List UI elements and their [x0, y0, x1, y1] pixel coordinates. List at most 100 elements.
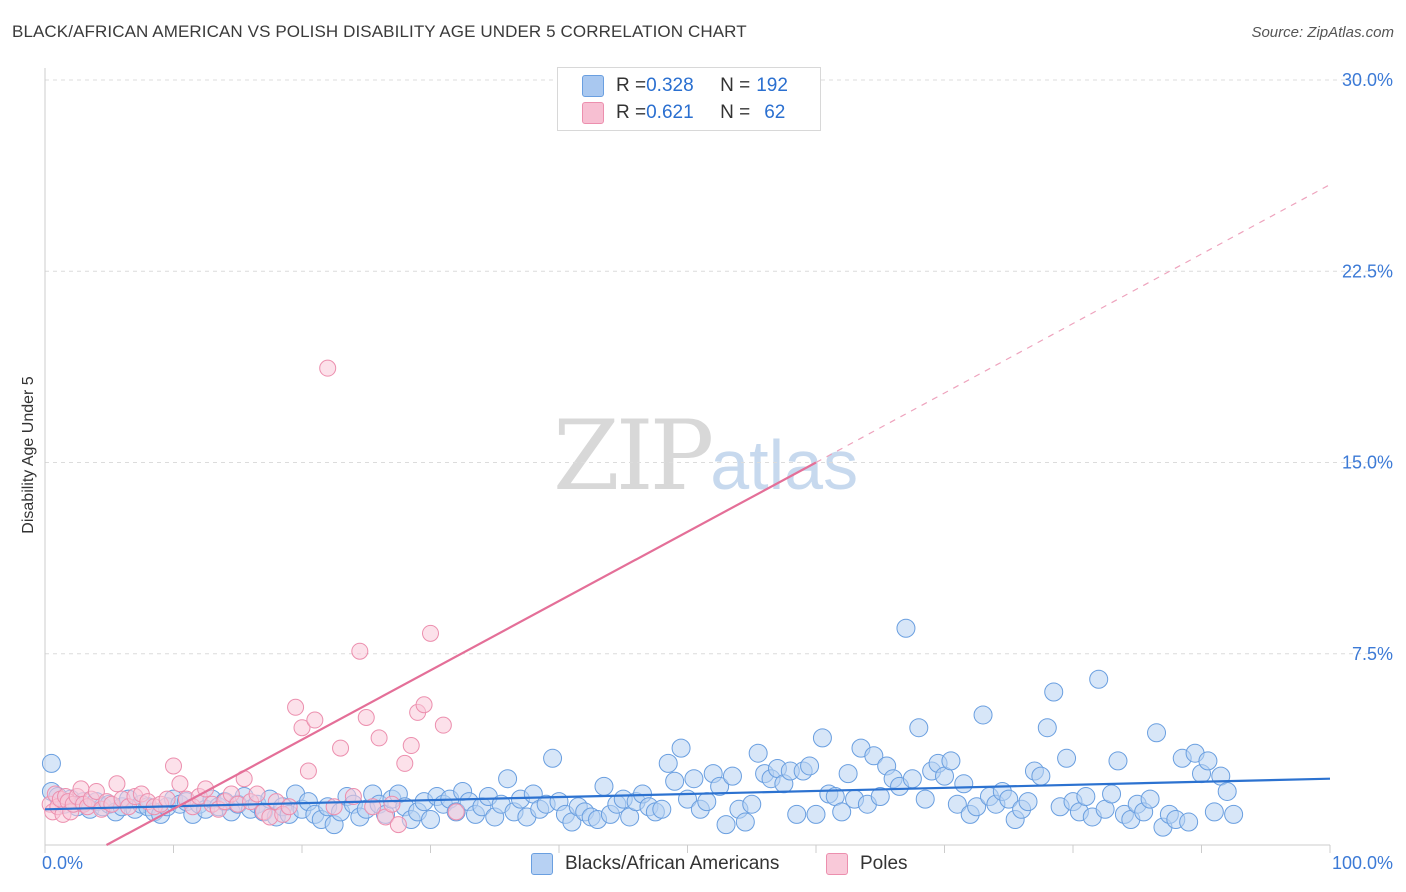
- trend-line-poles: [105, 461, 817, 846]
- data-point-blacks: [806, 804, 826, 824]
- data-point-blacks: [812, 728, 832, 748]
- legend-swatch-blacks: [582, 75, 604, 97]
- data-point-blacks: [1057, 748, 1077, 768]
- x-tick-label: 100.0%: [1332, 853, 1393, 873]
- data-point-blacks: [41, 753, 61, 773]
- data-point-blacks: [902, 769, 922, 789]
- trend-line-blacks: [44, 777, 1331, 811]
- data-point-poles: [383, 795, 401, 813]
- data-point-blacks: [1204, 802, 1224, 822]
- legend-swatch-poles: [582, 102, 604, 124]
- data-point-blacks: [1037, 718, 1057, 738]
- data-point-poles: [325, 798, 343, 816]
- data-point-poles: [293, 719, 311, 737]
- data-point-blacks: [735, 812, 755, 832]
- source-credit: Source: ZipAtlas.com: [1251, 24, 1394, 41]
- legend-n-label: N =: [720, 102, 751, 123]
- data-point-blacks: [722, 766, 742, 786]
- data-point-blacks: [1217, 781, 1237, 801]
- data-point-blacks: [1147, 723, 1167, 743]
- data-point-blacks: [421, 810, 440, 829]
- data-point-blacks: [947, 794, 967, 814]
- bottom-legend-blacks: Blacks/African Americans: [531, 851, 779, 877]
- data-point-blacks: [658, 753, 678, 773]
- legend-r-value: 0.621: [646, 102, 694, 123]
- data-point-blacks: [1140, 789, 1160, 809]
- legend-n-label: N =: [720, 75, 751, 96]
- data-point-poles: [299, 762, 317, 780]
- data-point-blacks: [838, 764, 858, 784]
- data-point-poles: [87, 782, 105, 800]
- data-point-blacks: [800, 756, 820, 776]
- legend-r-label: R =: [616, 102, 647, 123]
- data-point-poles: [434, 716, 452, 734]
- watermark-atlas: atlas: [710, 426, 859, 504]
- data-point-poles: [280, 798, 298, 816]
- data-point-blacks: [973, 705, 993, 725]
- data-point-blacks: [954, 774, 974, 794]
- data-point-blacks: [915, 789, 935, 809]
- data-point-blacks: [1198, 751, 1218, 771]
- data-point-poles: [306, 711, 324, 729]
- data-point-poles: [332, 739, 350, 757]
- data-point-poles: [364, 798, 382, 816]
- data-point-blacks: [594, 776, 614, 796]
- data-point-blacks: [665, 771, 685, 791]
- legend-r-value: 0.328: [646, 75, 694, 96]
- bottom-legend-swatch-blacks: [531, 853, 553, 875]
- legend-row-poles: R = 0.621 N = 62: [582, 101, 785, 125]
- data-point-poles: [415, 696, 433, 714]
- data-point-poles: [248, 785, 266, 803]
- data-point-blacks: [1018, 792, 1038, 812]
- data-point-blacks: [1089, 669, 1109, 689]
- data-point-blacks: [697, 792, 717, 812]
- y-tick-label: 15.0%: [1342, 453, 1393, 473]
- bottom-legend-swatch-poles: [826, 853, 848, 875]
- data-point-poles: [171, 775, 189, 793]
- data-point-poles: [108, 775, 126, 793]
- data-point-blacks: [671, 738, 691, 758]
- x-tick-label: 0.0%: [42, 853, 83, 873]
- data-point-blacks: [787, 804, 807, 824]
- data-point-blacks: [742, 794, 762, 814]
- data-point-poles: [351, 642, 369, 660]
- data-point-blacks: [1031, 766, 1051, 786]
- y-tick-label: 7.5%: [1352, 644, 1393, 664]
- data-point-poles: [370, 729, 388, 747]
- data-point-blacks: [684, 769, 704, 789]
- data-point-poles: [344, 788, 362, 806]
- data-point-blacks: [748, 743, 768, 763]
- data-point-blacks: [870, 787, 890, 807]
- data-point-blacks: [999, 789, 1019, 809]
- data-point-blacks: [864, 746, 884, 766]
- bottom-legend-poles: Poles: [826, 851, 908, 877]
- legend-n-value: 192: [756, 75, 788, 96]
- data-point-blacks: [1224, 804, 1244, 824]
- stats-legend: R = 0.328 N = 192 R = 0.621 N = 62: [557, 67, 821, 131]
- y-tick-label: 30.0%: [1342, 70, 1393, 90]
- data-point-blacks: [1044, 682, 1064, 702]
- data-point-poles: [447, 803, 465, 821]
- data-point-poles: [396, 754, 414, 772]
- data-point-poles: [357, 709, 375, 726]
- y-tick-label: 22.5%: [1342, 261, 1393, 281]
- data-point-blacks: [498, 769, 518, 789]
- data-point-poles: [402, 737, 420, 755]
- data-point-blacks: [716, 815, 736, 835]
- legend-n-value: 62: [764, 102, 786, 123]
- bottom-legend-label-blacks: Blacks/African Americans: [565, 853, 780, 874]
- chart-title: BLACK/AFRICAN AMERICAN VS POLISH DISABIL…: [12, 22, 747, 41]
- data-point-poles: [422, 624, 439, 642]
- data-point-blacks: [941, 751, 961, 771]
- data-point-poles: [287, 698, 305, 716]
- bottom-legend-label-poles: Poles: [860, 853, 908, 874]
- data-point-poles: [389, 816, 407, 834]
- data-point-blacks: [1179, 812, 1199, 832]
- data-point-poles: [158, 790, 176, 808]
- data-point-blacks: [710, 776, 730, 796]
- data-point-blacks: [1108, 751, 1128, 771]
- data-point-blacks: [652, 799, 672, 819]
- data-point-blacks: [832, 802, 852, 822]
- y-axis-label: Disability Age Under 5: [20, 376, 37, 534]
